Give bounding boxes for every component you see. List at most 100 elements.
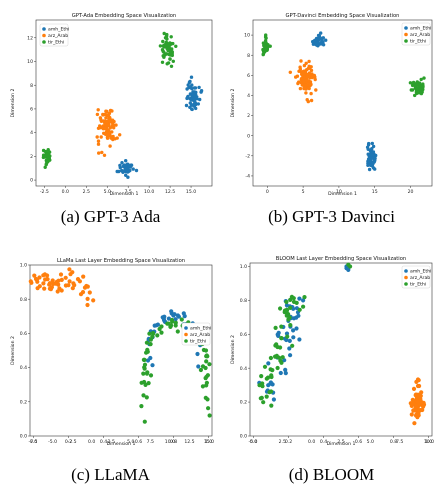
data-point (111, 134, 115, 139)
data-point (421, 400, 426, 405)
data-point (291, 299, 297, 304)
data-point (416, 392, 421, 397)
data-point (259, 395, 264, 400)
data-point (100, 150, 104, 155)
data-point (263, 49, 267, 53)
data-point (263, 39, 268, 43)
data-point (198, 367, 203, 373)
x-tick-label-secondary: 0.0 (308, 439, 315, 445)
x-axis-label: Dimension 1 (328, 191, 357, 197)
y-tick-label: 0 (247, 133, 250, 139)
x-tick-label: 0.6 (355, 439, 362, 445)
data-point (159, 330, 164, 335)
data-point (283, 371, 288, 376)
data-point (268, 380, 273, 385)
x-tick-label: -2.5 (40, 189, 49, 195)
data-point (42, 286, 47, 291)
data-point (169, 35, 173, 39)
data-point (371, 150, 376, 154)
y-tick-label: 0.4 (20, 365, 27, 371)
data-point (55, 289, 60, 294)
data-point (185, 95, 190, 100)
data-point (320, 42, 324, 46)
y-axis-label: Dimension 2 (10, 336, 16, 365)
data-point (265, 45, 270, 50)
legend-label-arz_Arab: arz_Arab (410, 32, 430, 38)
data-point (189, 75, 194, 79)
data-point (302, 295, 307, 300)
data-point (269, 374, 274, 380)
x-tick-label-secondary: 2.5 (279, 439, 286, 445)
x-tick-label: 1.0 (205, 439, 212, 445)
legend-label-amh_Ethi: amh_Ethi (410, 269, 431, 275)
y-tick-label: 2 (247, 113, 250, 119)
data-point (275, 344, 280, 350)
data-point (196, 102, 200, 106)
data-point (142, 366, 147, 371)
data-point (107, 117, 111, 121)
data-point (309, 65, 313, 69)
legend-label-tir_Ethi: tir_Ethi (190, 339, 206, 345)
data-point (320, 39, 324, 43)
data-point (304, 91, 308, 95)
data-point (295, 74, 300, 78)
data-point (166, 48, 171, 52)
data-point (143, 382, 148, 387)
data-point (371, 144, 376, 149)
data-point (91, 298, 96, 303)
data-point (201, 347, 206, 353)
y-tick-label: 8 (247, 53, 250, 59)
data-point (172, 312, 177, 317)
data-point (152, 323, 157, 328)
data-point (298, 86, 303, 91)
data-point (266, 383, 271, 388)
data-point (287, 315, 292, 320)
data-point (203, 395, 208, 400)
data-point (184, 103, 189, 108)
data-point (188, 79, 192, 84)
data-point (159, 324, 164, 329)
data-point (67, 279, 72, 284)
data-point (419, 390, 424, 395)
data-point (278, 306, 283, 311)
data-point (305, 75, 309, 79)
data-point (416, 378, 421, 383)
series-tir_Ethi (41, 31, 178, 169)
data-point (115, 169, 119, 174)
data-point (344, 266, 349, 271)
data-point (118, 163, 122, 168)
x-tick-label: 0.2 (285, 439, 292, 445)
data-point (291, 296, 296, 301)
series-arz_Arab (95, 108, 122, 157)
y-tick-label: 4 (30, 130, 33, 136)
data-point (96, 108, 100, 112)
legend-marker-tir_Ethi (184, 339, 188, 343)
legend-marker-amh_Ethi (184, 326, 188, 330)
data-point (273, 354, 278, 359)
data-point (32, 273, 37, 278)
data-point (186, 83, 190, 87)
data-point (168, 57, 172, 61)
series-amh_Ethi (311, 31, 378, 172)
data-point (314, 88, 318, 92)
x-tick-label-secondary: 7.5 (147, 439, 154, 445)
data-point (46, 148, 50, 152)
data-point (373, 167, 377, 171)
data-point (171, 41, 175, 46)
data-point (165, 43, 169, 47)
data-point (110, 124, 115, 128)
data-point (279, 336, 284, 341)
data-point (190, 103, 194, 107)
legend-label-tir_Ethi: tir_Ethi (48, 40, 64, 46)
data-point (260, 384, 265, 389)
chart-1: GPT-Davinci Embedding Space Visualizatio… (230, 13, 433, 197)
data-point (366, 163, 370, 167)
data-point (66, 283, 71, 288)
data-point (148, 342, 153, 347)
data-point (291, 335, 296, 340)
data-point (297, 296, 302, 301)
data-point (99, 135, 103, 139)
data-point (196, 364, 201, 369)
data-point (114, 123, 118, 127)
data-point (131, 167, 135, 171)
